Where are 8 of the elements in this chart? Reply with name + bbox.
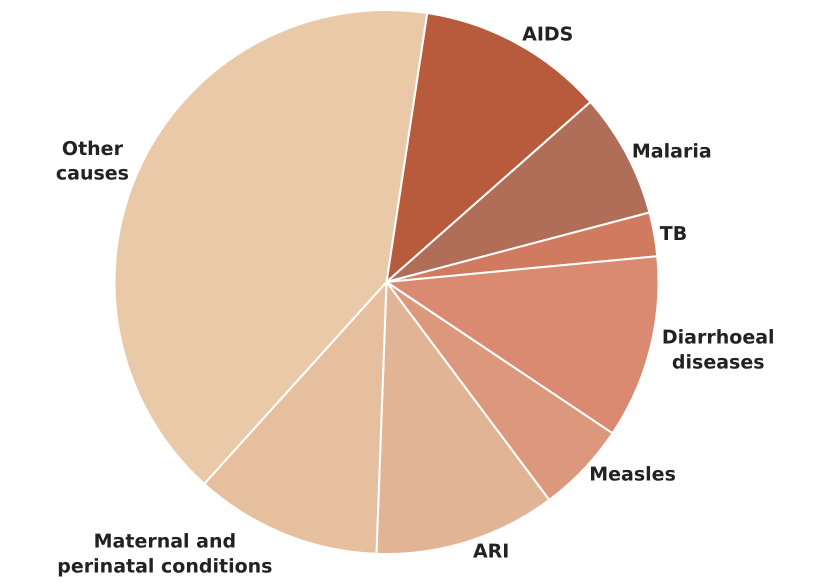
slice-label: Malaria <box>632 140 712 162</box>
slice-label: Maternal and perinatal conditions <box>57 530 272 578</box>
slice-label: AIDS <box>522 24 574 46</box>
slice-label: TB <box>660 222 688 245</box>
slice-label: Other causes <box>56 138 129 185</box>
slice-label: ARI <box>472 540 510 563</box>
slice-label: Diarrhoeal diseases <box>662 326 775 374</box>
slice-label: Measles <box>589 464 676 486</box>
